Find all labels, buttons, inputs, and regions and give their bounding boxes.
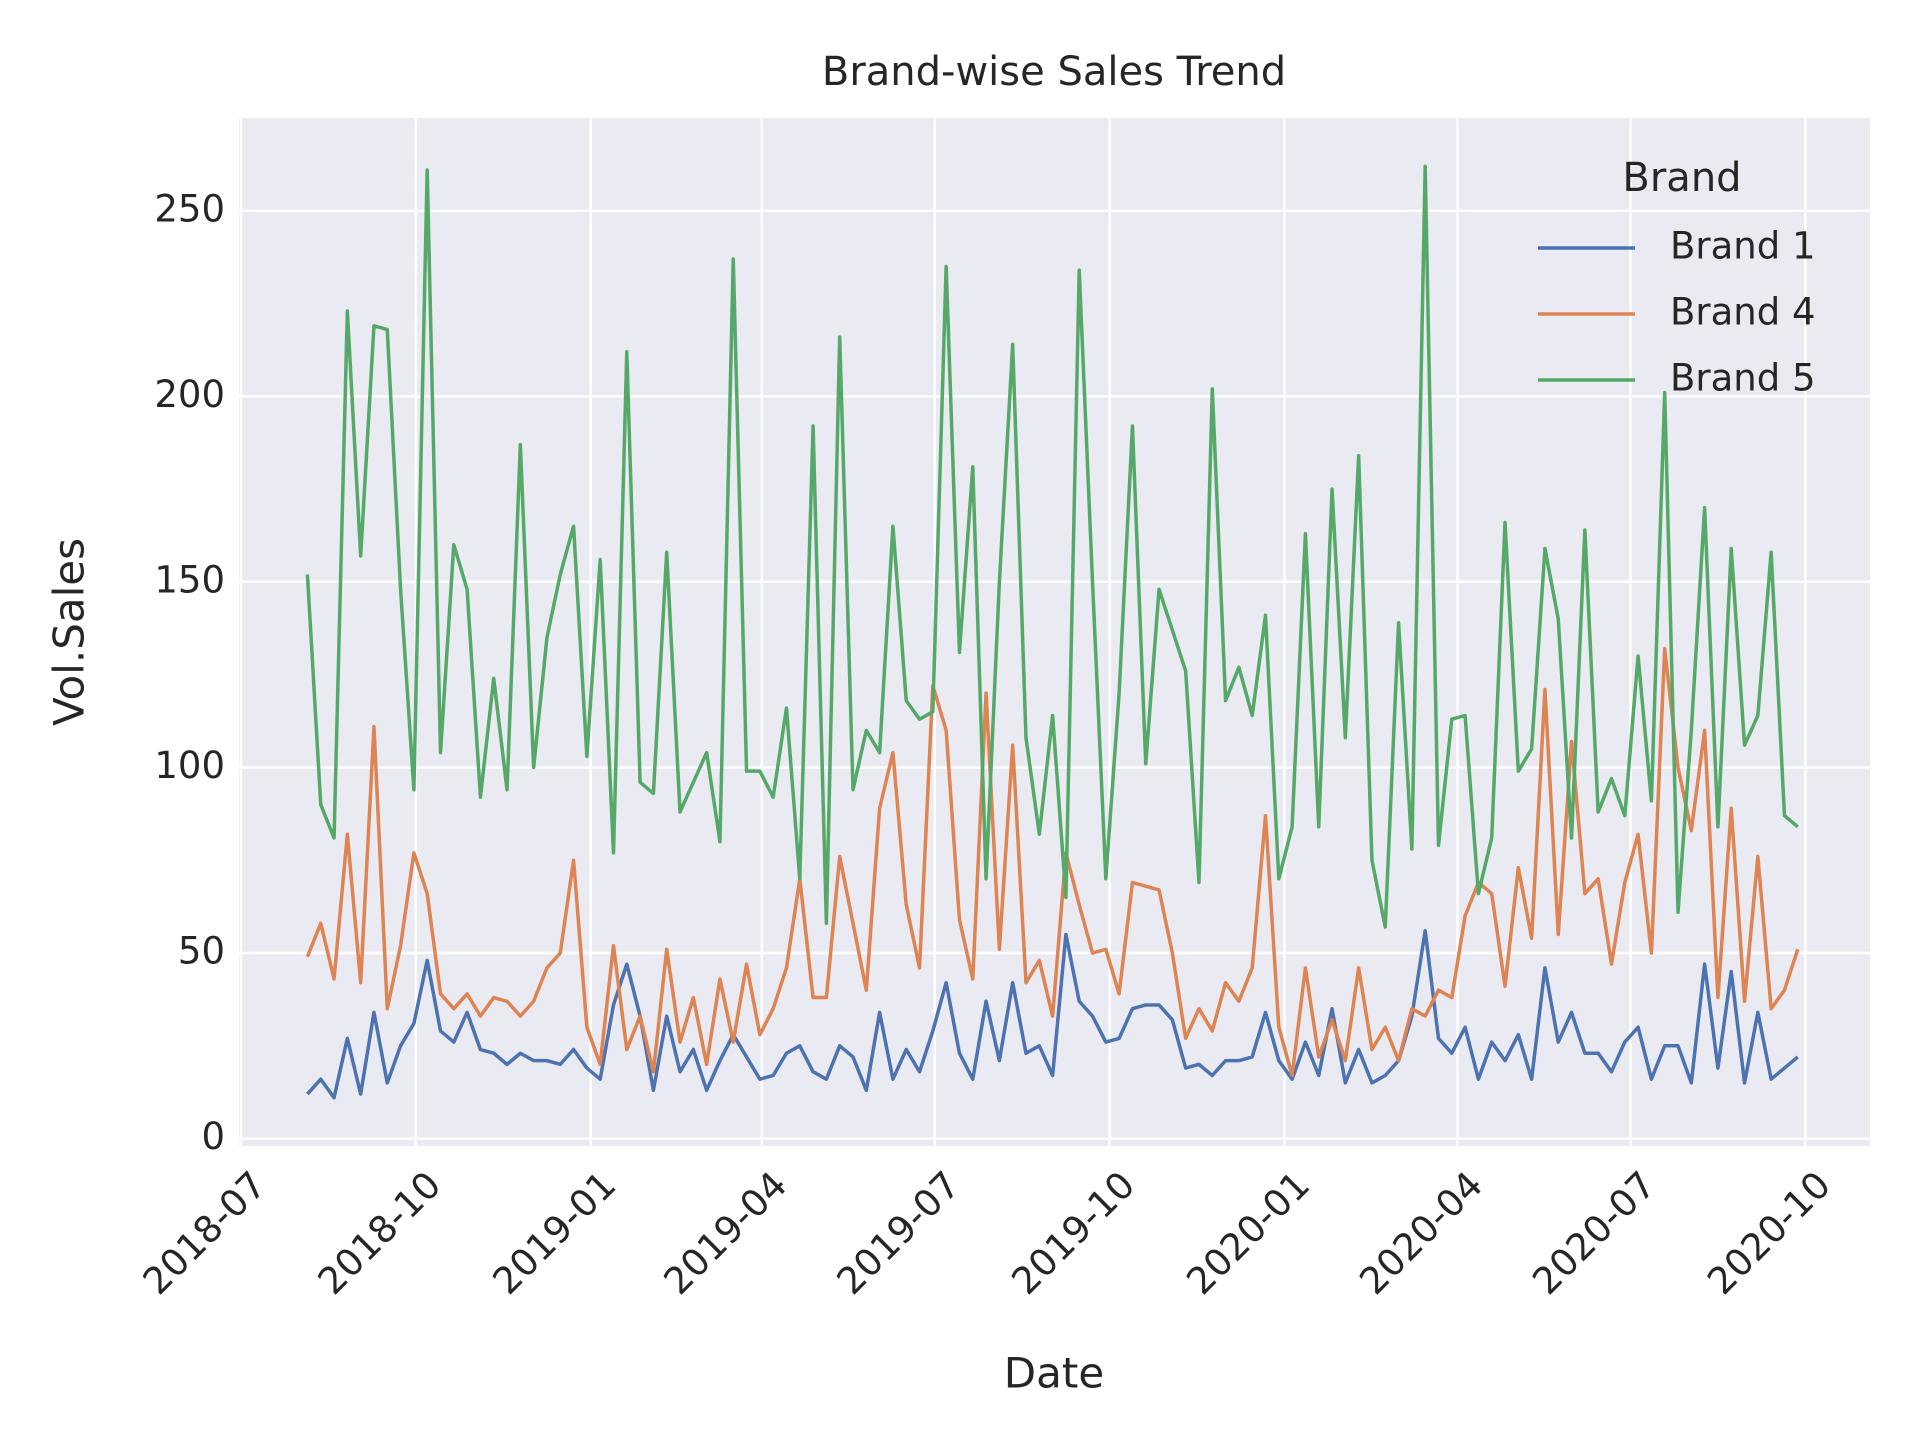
legend-label: Brand 1 [1670, 225, 1816, 268]
series-line [306, 929, 1799, 1100]
legend-label: Brand 4 [1670, 291, 1816, 334]
y-tick-label: 150 [154, 558, 225, 601]
legend: Brand Brand 1 Brand 4 Brand 5 [1538, 155, 1816, 400]
series-line [305, 164, 1799, 929]
legend-title: Brand [1622, 155, 1741, 201]
chart-title: Brand-wise Sales Trend [822, 49, 1286, 95]
series-line [305, 646, 1800, 1078]
y-tick-label: 200 [154, 373, 225, 416]
y-tick-label: 250 [154, 187, 225, 230]
y-tick-label: 50 [178, 930, 225, 973]
y-tick-label: 100 [154, 744, 225, 787]
legend-label: Brand 5 [1670, 357, 1816, 400]
x-axis-label: Date [1004, 1349, 1104, 1398]
lines [305, 164, 1800, 1100]
y-tick-label: 0 [201, 1115, 225, 1158]
y-axis-label: Vol.Sales [45, 538, 94, 726]
